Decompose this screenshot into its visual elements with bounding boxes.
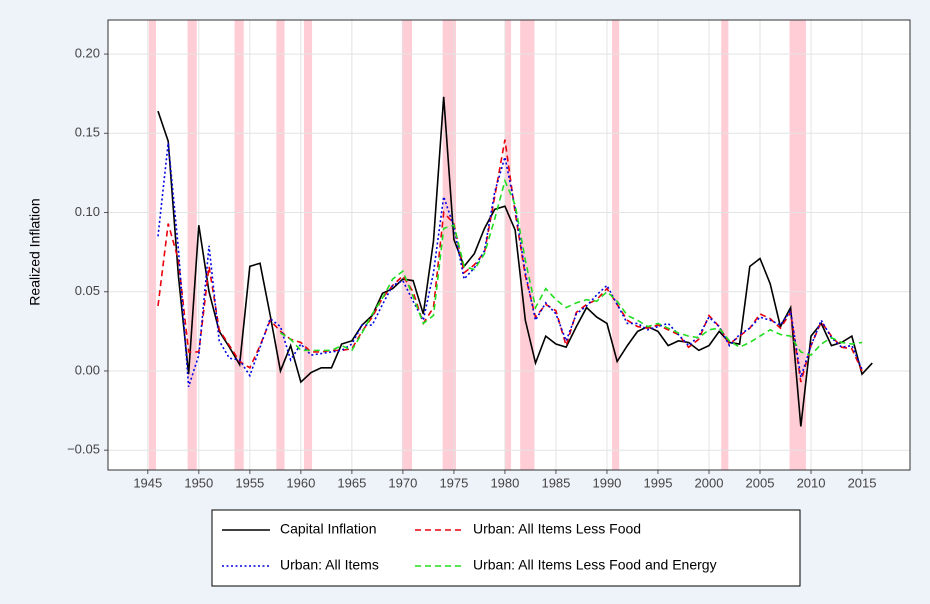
legend-label: Capital Inflation xyxy=(280,521,377,537)
recession-band xyxy=(504,20,512,470)
y-tick-label: 0.05 xyxy=(75,283,100,298)
y-tick-label: 0.15 xyxy=(75,125,100,140)
y-tick-label: −0.05 xyxy=(67,442,100,457)
x-tick-label: 1970 xyxy=(388,475,417,490)
recession-band xyxy=(721,20,729,470)
recession-band xyxy=(789,20,806,470)
x-tick-label: 1955 xyxy=(235,475,264,490)
x-tick-label: 1945 xyxy=(133,475,162,490)
y-axis-label: Realized Inflation xyxy=(27,198,43,305)
x-tick-label: 2015 xyxy=(848,475,877,490)
legend-label: Urban: All Items xyxy=(280,557,379,573)
x-tick-label: 1985 xyxy=(541,475,570,490)
x-tick-label: 1995 xyxy=(644,475,673,490)
x-tick-label: 1960 xyxy=(286,475,315,490)
series-line xyxy=(280,178,863,357)
x-tick-label: 1975 xyxy=(439,475,468,490)
series-line xyxy=(157,139,863,383)
recession-band xyxy=(520,20,535,470)
recession-band xyxy=(303,20,313,470)
recession-band xyxy=(401,20,413,470)
recession-band xyxy=(276,20,285,470)
series-line xyxy=(157,96,873,427)
legend-label: Urban: All Items Less Food and Energy xyxy=(473,557,717,573)
plot-layer: −0.05 0.00 0.05 0.10 0.15 0.20 1945 1950 1955 196… xyxy=(67,19,911,490)
y-tick-label: 0.00 xyxy=(75,362,100,377)
x-tick-label: 2000 xyxy=(695,475,724,490)
x-tick-label: 1980 xyxy=(490,475,519,490)
x-tick-label: 2010 xyxy=(797,475,826,490)
recession-band xyxy=(187,20,197,470)
series-line xyxy=(157,142,863,388)
y-tick-label: 0.20 xyxy=(75,46,100,61)
legend-box xyxy=(211,509,801,587)
recession-band xyxy=(148,20,156,470)
x-tick-label: 1990 xyxy=(592,475,621,490)
legend-label: Urban: All Items Less Food xyxy=(473,521,641,537)
x-tick-label: 1950 xyxy=(184,475,213,490)
x-tick-label: 1965 xyxy=(337,475,366,490)
y-tick-label: 0.10 xyxy=(75,204,100,219)
x-tick-label: 2005 xyxy=(746,475,775,490)
recession-band xyxy=(612,20,620,470)
recession-band xyxy=(234,20,244,470)
plot-border xyxy=(107,19,911,471)
